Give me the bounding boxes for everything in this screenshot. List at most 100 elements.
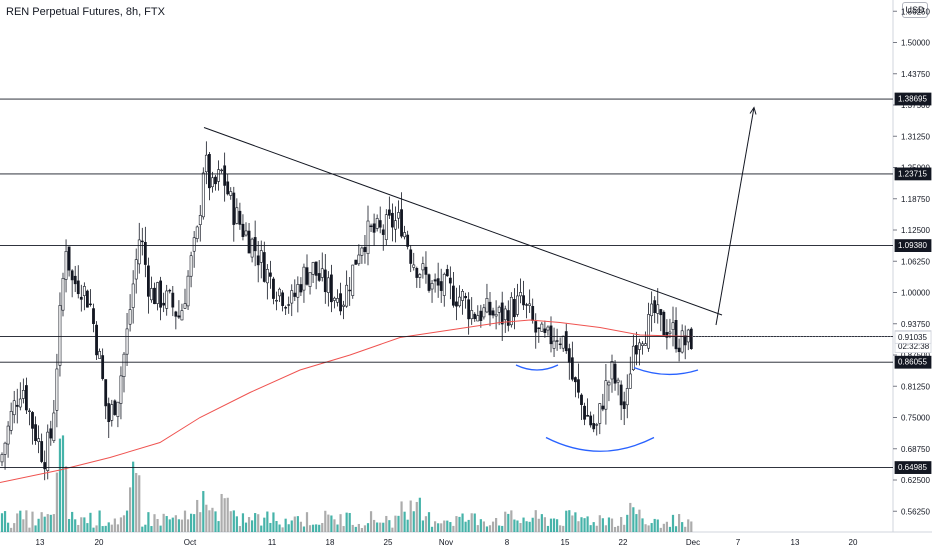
volume-bar (95, 525, 98, 532)
candle-down (473, 313, 477, 320)
candle-up (418, 274, 422, 278)
candle-up (156, 282, 159, 304)
level-price-label: 0.86055 (898, 358, 927, 367)
y-tick-label: 1.50000 (901, 39, 930, 48)
volume-bar (366, 523, 370, 532)
candle-up (366, 220, 370, 254)
x-tick-label: 8 (505, 538, 510, 547)
candle-up (18, 398, 22, 408)
candle-up (345, 284, 349, 307)
volume-bar (452, 525, 455, 532)
volume-bar (196, 499, 199, 532)
candle-up (6, 425, 10, 445)
x-tick-label: 11 (268, 538, 277, 547)
volume-bar (83, 517, 86, 532)
candle-up (98, 351, 102, 359)
volume-bar (360, 527, 363, 532)
volume-bar (617, 525, 620, 532)
volume-bar (0, 513, 4, 532)
candle-up (375, 218, 379, 229)
volume-bar (412, 511, 415, 532)
candle-down (226, 181, 230, 195)
volume-bar (333, 519, 336, 532)
candle-up (302, 266, 306, 291)
candle-down (162, 302, 166, 306)
volume-bar (80, 517, 83, 532)
candle-down (409, 249, 413, 264)
candle-up (192, 237, 196, 252)
candle-up (265, 268, 269, 284)
volume-bar (28, 527, 31, 532)
candle-down (95, 324, 98, 356)
volume-bar (613, 526, 617, 532)
y-tick-label: 0.87500 (901, 351, 930, 360)
candle-down (506, 310, 510, 326)
candle-up (37, 438, 41, 442)
candle-up (28, 410, 31, 412)
volume-bar (440, 523, 443, 532)
level-price-label: 1.09380 (898, 241, 927, 250)
volume-bar (479, 519, 482, 532)
volume-bar (482, 521, 485, 532)
candle-down (534, 321, 538, 333)
volume-bar (202, 491, 205, 532)
volume-bar (632, 507, 635, 532)
candle-down (406, 234, 410, 247)
candle-up (604, 380, 608, 410)
volume-bar (40, 512, 43, 532)
candle-down (439, 281, 443, 291)
candle-up (641, 343, 644, 346)
volume-bar (525, 521, 528, 532)
candle-up (128, 309, 132, 325)
candle-up (217, 169, 220, 182)
volume-bar (363, 525, 367, 532)
candle-down (177, 315, 181, 318)
volume-bar (171, 517, 174, 532)
candle-down (381, 229, 385, 235)
volume-bar (537, 518, 540, 532)
candle-down (586, 414, 590, 417)
volume-bar (476, 525, 479, 532)
volume-bar (391, 527, 394, 532)
candle-down (76, 280, 80, 295)
volume-bar (89, 512, 92, 532)
candle-down (329, 274, 333, 303)
candle-down (262, 252, 266, 282)
volume-bar (434, 521, 437, 532)
y-tick-label: 1.12500 (901, 226, 930, 235)
volume-bar (19, 510, 22, 532)
volume-bar (690, 521, 693, 532)
candle-down (369, 225, 373, 227)
candle-up (680, 330, 684, 353)
candle-down (400, 209, 403, 237)
volume-bar (64, 466, 68, 532)
candle-down (543, 328, 547, 333)
volume-bar (110, 524, 113, 532)
candle-up (110, 404, 114, 421)
volume-bar (321, 522, 324, 532)
candle-down (256, 255, 260, 266)
currency-button[interactable]: USD (902, 2, 928, 18)
candle-down (253, 237, 257, 252)
volume-bar (638, 509, 641, 532)
x-tick-label: 22 (619, 538, 628, 547)
candle-up (384, 214, 388, 240)
volume-bar (220, 493, 223, 532)
volume-bar (168, 519, 171, 532)
volume-bar (92, 527, 95, 532)
volume-bar (534, 510, 537, 532)
y-tick-label: 0.68750 (901, 445, 930, 454)
candle-down (580, 394, 583, 405)
volume-bar (119, 517, 123, 532)
volume-bar (7, 522, 10, 532)
candle-down (549, 325, 553, 345)
candle-down (592, 423, 596, 430)
candle-up (519, 292, 522, 297)
volume-bar (284, 518, 287, 532)
volume-bar (156, 519, 159, 532)
y-tick-label: 0.62500 (901, 476, 930, 485)
y-tick-label: 1.56250 (901, 7, 930, 16)
candle-down (567, 348, 571, 363)
candle-up (290, 290, 294, 304)
